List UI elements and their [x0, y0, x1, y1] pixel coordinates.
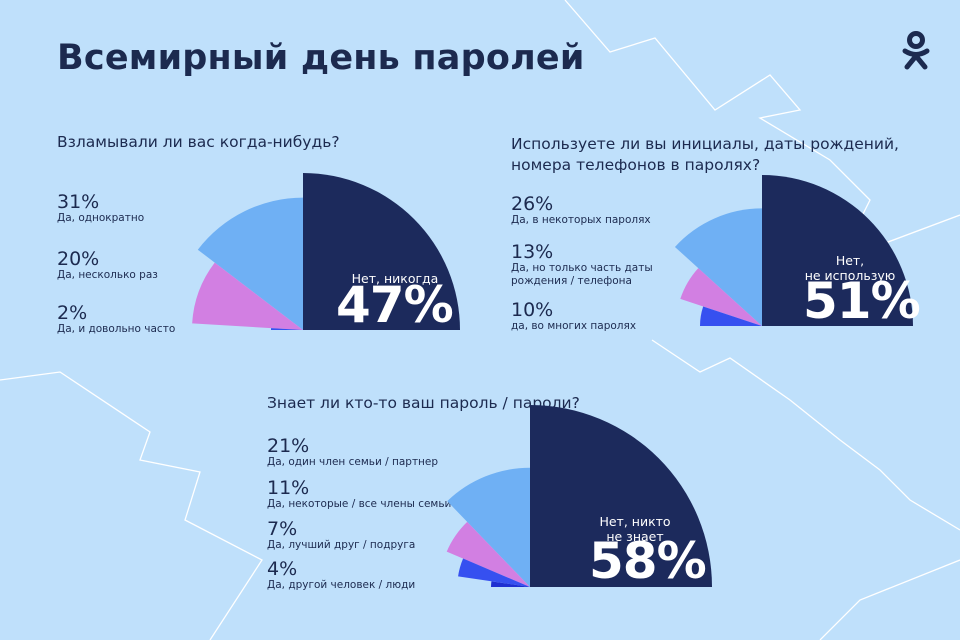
zigzag-line-left [0, 371, 263, 640]
chart3-no-label: Нет, никто не знает [599, 514, 671, 544]
chart3-legend-value: 21% [267, 435, 310, 457]
chart1-question: Взламывали ли вас когда-нибудь? [57, 133, 340, 151]
chart2-legend-value: 10% [511, 299, 554, 321]
chart1-legend-value: 2% [57, 302, 88, 324]
chart1-legend-label: Да, однократно [57, 212, 145, 224]
chart1-legend-item: 31% Да, однократно [57, 192, 144, 225]
chart2-legend-item: 10% да, во многих паролях [511, 300, 636, 333]
chart2-segment-2 [680, 268, 762, 326]
chart1-no-label: Нет, никогда [351, 271, 439, 286]
chart3-legend-label: Да, некоторые / все члены семьи [267, 498, 452, 510]
chart2-legend-item: 26% Да, в некоторых паролях [511, 194, 651, 227]
chart2-no-label: Нет, не использую [804, 253, 896, 283]
chart3-legend-item: 11% Да, некоторые / все члены семьи [267, 478, 451, 511]
chart2-legend-value: 13% [511, 241, 554, 263]
chart1 [192, 173, 460, 330]
chart3-legend-value: 4% [267, 558, 298, 580]
chart2-segment-main [762, 175, 913, 326]
chart1-segment-3 [271, 328, 303, 330]
chart3-big-percent: 58% [589, 532, 707, 590]
chart1-legend-value: 31% [57, 191, 100, 213]
chart2-legend-label: Да, но только часть даты рождения / теле… [511, 262, 653, 287]
chart3-segment-3 [458, 558, 530, 587]
chart1-legend-label: Да, и довольно часто [57, 323, 176, 335]
chart1-segment-2 [192, 262, 303, 330]
chart2-legend-item: 13% Да, но только часть даты рождения / … [511, 242, 653, 288]
chart2-segment-1 [674, 208, 762, 326]
chart1-segment-main [303, 173, 460, 330]
chart2-legend-label: да, во многих паролях [511, 320, 637, 332]
chart3-legend-item: 4% Да, другой человек / люди [267, 559, 415, 592]
zigzag-line-middle [651, 339, 960, 531]
chart3-segment-1 [447, 467, 530, 587]
page-title: Всемирный день паролей [57, 38, 585, 78]
chart3-legend-label: Да, один член семьи / партнер [267, 456, 439, 468]
chart1-segment-1 [197, 197, 303, 330]
chart1-big-percent: 47% [336, 276, 454, 334]
chart3 [446, 405, 712, 587]
chart3-question: Знает ли кто-то ваш пароль / пароли? [267, 394, 580, 412]
chart2-question: Используете ли вы инициалы, даты рождени… [511, 135, 899, 174]
chart1-legend-label: Да, несколько раз [57, 269, 158, 281]
chart2-big-percent: 51% [803, 272, 921, 330]
chart1-legend-value: 20% [57, 248, 100, 270]
chart3-legend-value: 7% [267, 518, 298, 540]
ok-logo-icon [902, 31, 930, 70]
chart3-legend-item: 7% Да, лучший друг / подруга [267, 519, 415, 552]
chart1-legend-item: 2% Да, и довольно часто [57, 303, 175, 336]
chart1-legend-item: 20% Да, несколько раз [57, 249, 158, 282]
chart2-segment-3 [700, 306, 762, 326]
chart3-legend-label: Да, лучший друг / подруга [267, 539, 416, 551]
chart2 [674, 175, 913, 326]
chart3-legend-item: 21% Да, один член семьи / партнер [267, 436, 438, 469]
zigzag-line-bottom-right [819, 559, 960, 640]
chart3-segment-2 [446, 521, 530, 587]
chart2-legend-value: 26% [511, 193, 554, 215]
chart3-legend-label: Да, другой человек / люди [267, 579, 416, 591]
chart3-segment-4 [491, 581, 530, 587]
chart2-legend-label: Да, в некоторых паролях [511, 214, 651, 226]
chart3-segment-main [530, 405, 712, 587]
chart3-legend-value: 11% [267, 477, 310, 499]
